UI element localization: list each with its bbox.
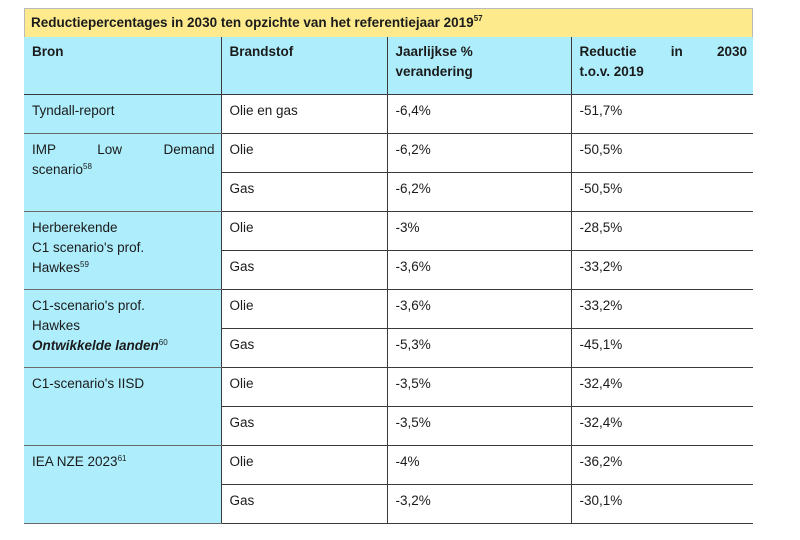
source-cell: Herberekende C1 scenario's prof. Hawkes59 — [24, 211, 222, 290]
annual-change-cell: -4% — [387, 445, 572, 485]
fuel-cell: Gas — [221, 406, 388, 446]
source-line: Hawkes — [32, 318, 81, 333]
reduction-cell: -36,2% — [571, 445, 753, 485]
table-row: Gas -3,5% -32,4% — [24, 406, 753, 446]
table-body: Tyndall-report Olie en gas -6,4% -51,7% IMP … — [24, 94, 753, 524]
source-line: Tyndall-report — [32, 103, 115, 118]
source-cell: C1-scenario's IISD — [24, 367, 222, 446]
source-emphasis-line: Ontwikkelde landen60 — [32, 336, 215, 356]
fuel-cell: Olie — [221, 211, 388, 251]
reduction-cell: -50,5% — [571, 172, 753, 212]
table-row: C1-scenario's IISD Olie -3,5% -32,4% — [24, 367, 753, 446]
table-title: Reductiepercentages in 2030 ten opzichte… — [24, 8, 753, 37]
table-row: C1-scenario's prof. Hawkes Ontwikkelde lan… — [24, 289, 753, 368]
reduction-cell: -30,1% — [571, 484, 753, 524]
reduction-cell: -45,1% — [571, 328, 753, 368]
source-line: C1 scenario's prof. — [32, 240, 145, 255]
header-reductie-word-1: Reductie — [579, 44, 637, 59]
source-line: scenario — [32, 162, 84, 177]
fuel-cell: Gas — [221, 250, 388, 290]
source-cell: IMP Low Demand scenario58 — [24, 133, 222, 212]
source-line: IEA NZE 2023 — [32, 454, 118, 469]
reduction-cell: -33,2% — [571, 250, 753, 290]
reduction-cell: -28,5% — [571, 211, 753, 251]
table-row: Gas -5,3% -45,1% — [24, 328, 753, 368]
table-row: Gas -3,2% -30,1% — [24, 484, 753, 524]
source-line-wrap: scenario58 — [32, 160, 215, 180]
header-brandstof: Brandstof — [221, 37, 388, 95]
table-row: IMP Low Demand scenario58 Olie -6,2% -50,5% — [24, 133, 753, 212]
reduction-cell: -50,5% — [571, 133, 753, 173]
header-reductie: Reductie in 2030 t.o.v. 2019 — [571, 37, 753, 95]
source-footnote: 60 — [158, 338, 168, 347]
annual-change-cell: -3,5% — [387, 367, 572, 407]
header-reductie-line2: t.o.v. 2019 — [579, 64, 644, 79]
fuel-cell: Olie — [221, 133, 388, 173]
source-footnote: 58 — [83, 162, 92, 171]
fuel-cell: Gas — [221, 328, 388, 368]
reduction-cell: -51,7% — [571, 94, 753, 134]
header-reductie-word-3: 2030 — [716, 44, 747, 59]
fuel-cell: Olie en gas — [221, 94, 388, 134]
source-cell: IEA NZE 202361 — [24, 445, 222, 524]
annual-change-cell: -3,2% — [387, 484, 572, 524]
source-line: C1-scenario's IISD — [32, 376, 145, 391]
source-line: Herberekende — [32, 220, 118, 235]
annual-change-cell: -5,3% — [387, 328, 572, 368]
source-cell: Tyndall-report — [24, 94, 222, 134]
fuel-cell: Gas — [221, 484, 388, 524]
source-footnote: 59 — [80, 260, 89, 269]
source-line: IMP Low Demand — [32, 142, 215, 157]
header-row: Bron Brandstof Jaarlijkse % verandering … — [24, 37, 753, 95]
header-reductie-word-2: in — [670, 44, 683, 59]
annual-change-cell: -3,6% — [387, 250, 572, 290]
header-bron: Bron — [24, 37, 222, 95]
source-emphasis: Ontwikkelde landen — [32, 338, 159, 353]
fuel-cell: Olie — [221, 289, 388, 329]
source-cell: C1-scenario's prof. Hawkes Ontwikkelde lan… — [24, 289, 222, 368]
reduction-table-container: Reductiepercentages in 2030 ten opzichte… — [24, 8, 753, 524]
reduction-cell: -32,4% — [571, 406, 753, 446]
fuel-cell: Gas — [221, 172, 388, 212]
annual-change-cell: -3% — [387, 211, 572, 251]
reduction-table: Bron Brandstof Jaarlijkse % verandering … — [24, 37, 753, 524]
annual-change-cell: -6,4% — [387, 94, 572, 134]
annual-change-cell: -6,2% — [387, 133, 572, 173]
title-footnote: 57 — [473, 14, 483, 23]
reduction-cell: -32,4% — [571, 367, 753, 407]
table-row: Herberekende C1 scenario's prof. Hawkes59 O… — [24, 211, 753, 290]
source-line: Hawkes — [32, 260, 81, 275]
table-title-text: Reductiepercentages in 2030 ten opzichte… — [31, 15, 474, 30]
reduction-cell: -33,2% — [571, 289, 753, 329]
annual-change-cell: -3,5% — [387, 406, 572, 446]
fuel-cell: Olie — [221, 367, 388, 407]
table-row: Gas -6,2% -50,5% — [24, 172, 753, 212]
annual-change-cell: -6,2% — [387, 172, 572, 212]
source-footnote: 61 — [117, 454, 127, 463]
source-line-wrap: IEA NZE 202361 — [32, 452, 215, 472]
table-row: Gas -3,6% -33,2% — [24, 250, 753, 290]
table-row: IEA NZE 202361 Olie -4% -36,2% — [24, 445, 753, 524]
source-line: C1-scenario's prof. — [32, 298, 145, 313]
annual-change-cell: -3,6% — [387, 289, 572, 329]
source-line-wrap: Hawkes59 — [32, 258, 215, 278]
header-jaarlijks: Jaarlijkse % verandering — [387, 37, 572, 95]
fuel-cell: Olie — [221, 445, 388, 485]
table-row: Tyndall-report Olie en gas -6,4% -51,7% — [24, 94, 753, 134]
